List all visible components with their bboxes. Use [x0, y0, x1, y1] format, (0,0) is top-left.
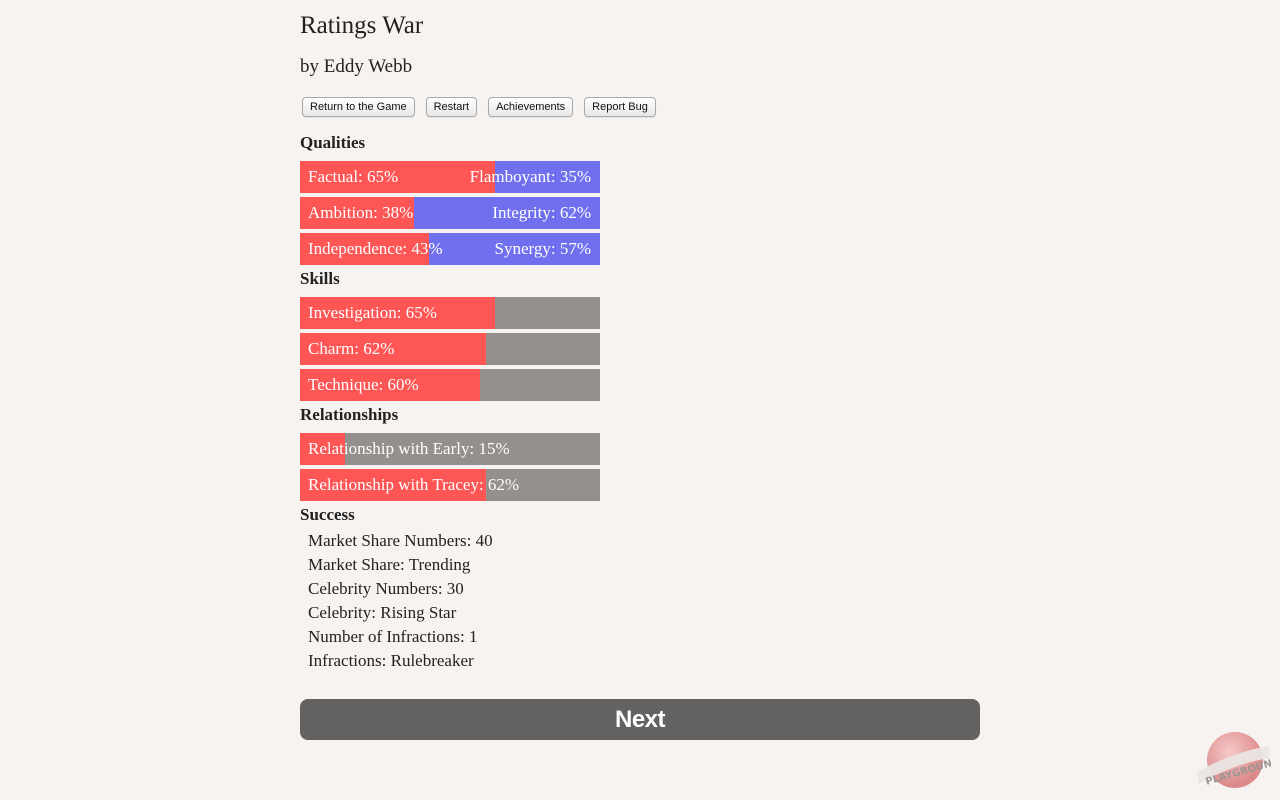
bar-left-label: Independence: 43% [308, 239, 443, 258]
stat-celebrity-numbers: Celebrity Numbers: 30 [308, 579, 464, 598]
stat-number-of-infractions: Number of Infractions: 1 [308, 627, 478, 646]
return-to-game-button[interactable]: Return to the Game [302, 97, 415, 117]
skills-heading: Skills [300, 269, 340, 288]
bar-label: Technique: 60% [308, 375, 419, 394]
bar-fill [300, 369, 480, 401]
bar-right-label: Flamboyant: 35% [469, 167, 591, 186]
restart-button[interactable]: Restart [425, 97, 478, 117]
bar-left-label: Factual: 65% [308, 167, 399, 186]
bar-left-label: Ambition: 38% [308, 203, 414, 222]
next-button[interactable]: Next [300, 699, 980, 740]
quality-bar-factual-flamboyant: Factual: 65% Flamboyant: 35% [300, 161, 600, 193]
toolbar: Return to the Game Restart Achievements … [302, 97, 656, 117]
game-author: by Eddy Webb [300, 56, 413, 77]
bar-right-label: Integrity: 62% [492, 203, 591, 222]
skill-bar-technique: Technique: 60% [300, 369, 600, 401]
bar-label: Relationship with Tracey: 62% [308, 475, 520, 494]
relationship-bar-early: Relationship with Early: 15% [300, 433, 600, 465]
bar-label: Relationship with Early: 15% [308, 439, 510, 458]
playground-logo-icon: PLAYGROUND [1195, 728, 1280, 792]
game-title: Ratings War [300, 12, 424, 39]
bar-fill [300, 197, 414, 229]
quality-bar-ambition-integrity: Ambition: 38% Integrity: 62% [300, 197, 600, 229]
report-bug-button[interactable]: Report Bug [584, 97, 656, 117]
quality-bar-independence-synergy: Independence: 43% Synergy: 57% [300, 233, 600, 265]
achievements-button[interactable]: Achievements [488, 97, 574, 117]
stat-celebrity: Celebrity: Rising Star [308, 603, 457, 622]
stat-market-share: Market Share: Trending [308, 555, 471, 574]
bar-fill [300, 297, 495, 329]
relationship-bar-tracey: Relationship with Tracey: 62% [300, 469, 600, 501]
skill-bar-investigation: Investigation: 65% [300, 297, 600, 329]
success-heading: Success [300, 505, 355, 524]
bar-fill [300, 161, 495, 193]
bar-label: Charm: 62% [308, 339, 395, 358]
bar-label: Investigation: 65% [308, 303, 437, 322]
stat-infractions: Infractions: Rulebreaker [308, 651, 474, 670]
qualities-heading: Qualities [300, 133, 366, 152]
bar-right-label: Synergy: 57% [494, 239, 592, 258]
success-list: Market Share Numbers: 40 Market Share: T… [308, 529, 493, 673]
bar-fill [300, 233, 429, 265]
stat-market-share-numbers: Market Share Numbers: 40 [308, 531, 493, 550]
skill-bar-charm: Charm: 62% [300, 333, 600, 365]
bar-fill [300, 433, 345, 465]
relationships-heading: Relationships [300, 405, 399, 424]
bar-fill [300, 469, 486, 501]
bar-fill [300, 333, 486, 365]
